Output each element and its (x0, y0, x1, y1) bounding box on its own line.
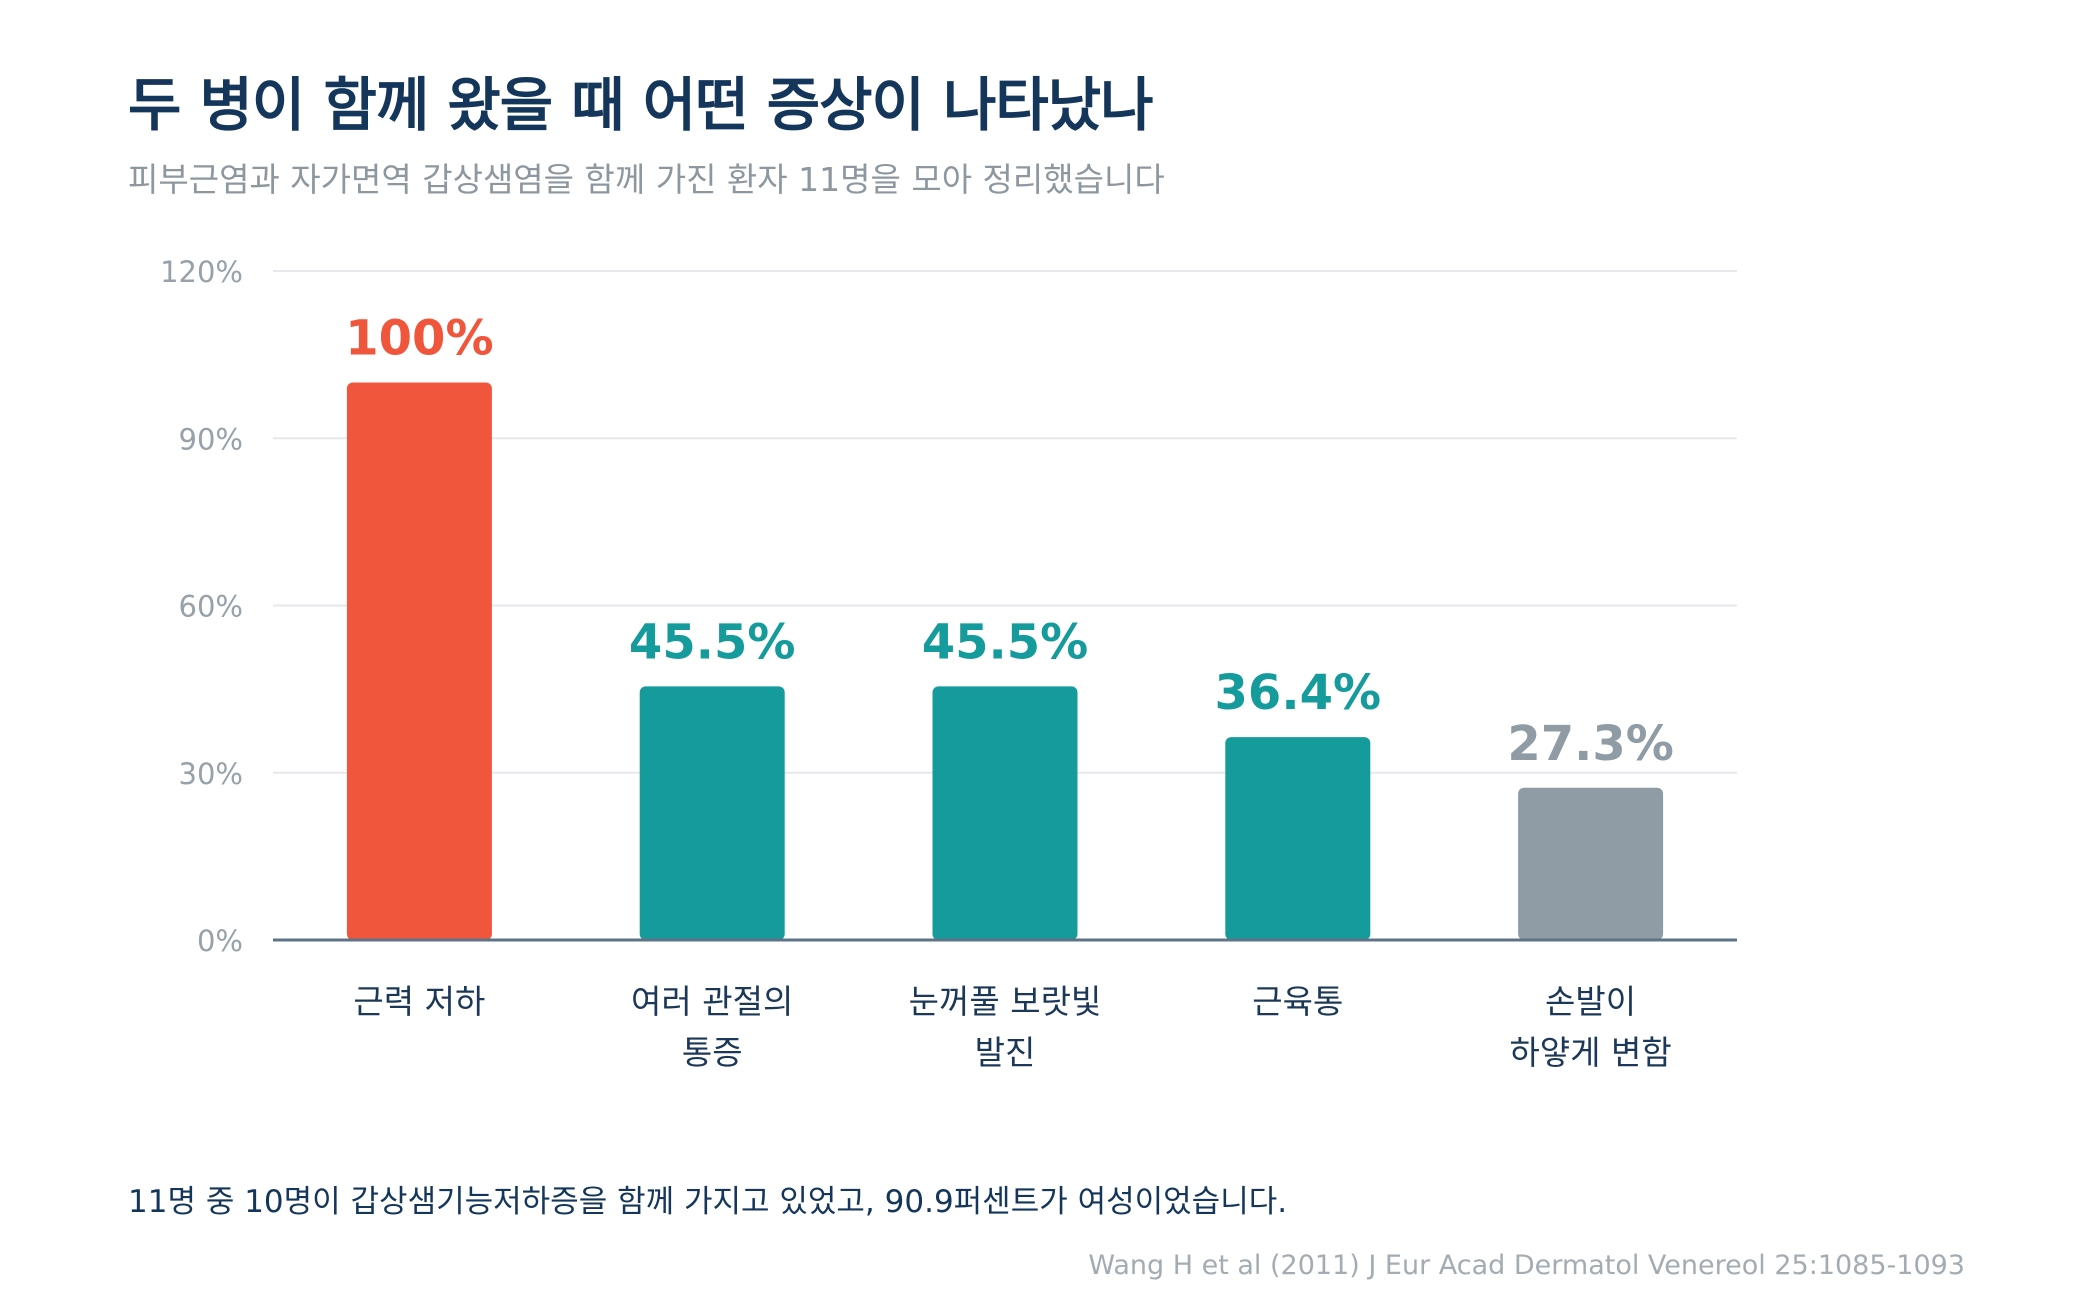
bar (639, 686, 785, 940)
bar (932, 686, 1078, 940)
x-tick-label: 여러 관절의 (631, 982, 793, 1021)
bar (346, 382, 492, 940)
data-label: 36.4% (1215, 665, 1382, 721)
bar (1518, 787, 1664, 940)
chart-title: 두 병이 함께 왔을 때 어떤 증상이 나타났나 (128, 71, 1153, 139)
x-tick-label: 눈꺼풀 보랏빛 (909, 982, 1102, 1021)
y-tick-label: 30% (179, 757, 243, 791)
chart-subtitle: 피부근염과 자가면역 갑상샘염을 함께 가진 환자 11명을 모아 정리했습니다 (128, 160, 1165, 199)
x-tick-label: 통증 (682, 1033, 743, 1072)
x-tick-label: 근육통 (1252, 982, 1343, 1021)
y-tick-label: 0% (197, 924, 243, 958)
data-label: 45.5% (629, 614, 796, 670)
x-tick-label: 손발이 (1545, 982, 1636, 1021)
y-tick-label: 60% (179, 590, 243, 624)
footnote: 11명 중 10명이 갑상샘기능저하증을 함께 가지고 있었고, 90.9퍼센트… (128, 1184, 1288, 1220)
y-axis-ticks: 0% 30% 60% 90% 120% (160, 255, 243, 958)
data-label: 100% (345, 311, 493, 367)
x-tick-label: 근력 저하 (353, 982, 485, 1021)
data-label: 27.3% (1507, 716, 1674, 772)
bars (346, 382, 1664, 940)
y-tick-label: 120% (160, 255, 243, 289)
x-tick-label: 발진 (975, 1033, 1036, 1072)
data-label: 45.5% (922, 614, 1089, 670)
source-citation: Wang H et al (2011) J Eur Acad Dermatol … (1088, 1250, 1965, 1281)
x-tick-label: 하얗게 변함 (1509, 1033, 1671, 1072)
y-tick-label: 90% (179, 422, 243, 456)
data-labels: 100% 45.5% 45.5% 36.4% 27.3% (345, 311, 1674, 772)
bar (1225, 737, 1371, 940)
